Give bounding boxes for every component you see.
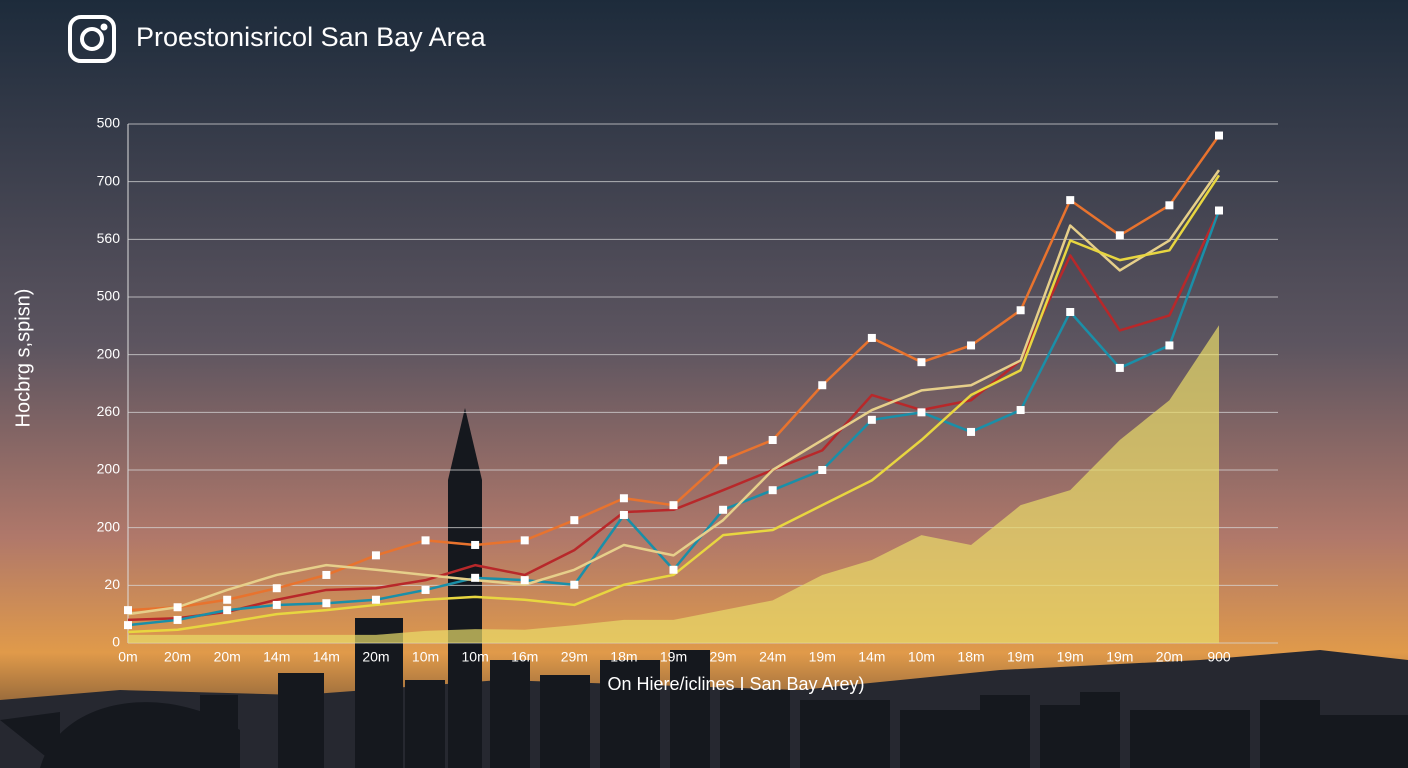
point-marker bbox=[1016, 406, 1025, 415]
x-tick-label: 19m bbox=[1057, 649, 1084, 665]
x-tick-label: 19m bbox=[809, 649, 836, 665]
x-tick-label: 14m bbox=[263, 649, 290, 665]
point-marker bbox=[471, 573, 480, 582]
point-marker bbox=[1115, 363, 1124, 372]
point-marker bbox=[223, 595, 232, 604]
point-marker bbox=[1165, 201, 1174, 210]
point-marker bbox=[917, 408, 926, 417]
point-marker bbox=[619, 494, 628, 503]
point-marker bbox=[371, 551, 380, 560]
x-tick-label: 19m bbox=[660, 649, 687, 665]
point-marker bbox=[272, 600, 281, 609]
point-marker bbox=[967, 427, 976, 436]
y-tick-label: 500 bbox=[97, 288, 121, 304]
point-marker bbox=[1215, 206, 1223, 215]
point-marker bbox=[124, 606, 132, 615]
y-tick-label: 500 bbox=[97, 115, 121, 131]
series-line bbox=[127, 174, 1221, 634]
point-marker bbox=[669, 501, 678, 510]
x-tick-label: 20m bbox=[164, 649, 191, 665]
point-marker bbox=[421, 536, 430, 545]
x-axis-label: On Hiere/iclines I San Bay Arey) bbox=[607, 674, 864, 694]
x-tick-label: 0m bbox=[118, 649, 137, 665]
y-tick-label: 20 bbox=[104, 576, 120, 592]
y-tick-label: 560 bbox=[97, 230, 121, 246]
point-marker bbox=[867, 415, 876, 424]
point-marker bbox=[719, 505, 728, 514]
point-marker bbox=[818, 466, 827, 474]
point-marker bbox=[768, 436, 777, 445]
point-marker bbox=[768, 486, 777, 495]
x-tick-label: 24m bbox=[759, 649, 786, 665]
x-tick-label: 20m bbox=[1156, 649, 1183, 665]
x-tick-label: 19m bbox=[1106, 649, 1133, 665]
point-marker bbox=[1066, 307, 1075, 316]
point-marker bbox=[272, 584, 281, 593]
skyline bbox=[0, 408, 1408, 768]
x-tick-label: 14m bbox=[313, 649, 340, 665]
x-tick-label: 18m bbox=[957, 649, 984, 665]
y-tick-label: 700 bbox=[97, 172, 121, 188]
point-marker bbox=[1115, 231, 1124, 240]
point-marker bbox=[1165, 341, 1174, 350]
point-marker bbox=[223, 606, 232, 615]
point-marker bbox=[1215, 131, 1223, 140]
point-marker bbox=[421, 585, 430, 594]
point-marker bbox=[173, 615, 182, 624]
x-tick-label: 19m bbox=[1007, 649, 1034, 665]
point-marker bbox=[570, 580, 579, 589]
y-tick-label: 0 bbox=[112, 634, 120, 650]
x-tick-label: 10m bbox=[412, 649, 439, 665]
point-marker bbox=[867, 333, 876, 342]
point-marker bbox=[322, 570, 331, 579]
y-tick-label: 200 bbox=[97, 345, 121, 361]
point-marker bbox=[1066, 196, 1075, 205]
point-marker bbox=[570, 516, 579, 525]
point-marker bbox=[471, 540, 480, 549]
y-tick-label: 200 bbox=[97, 518, 121, 534]
x-tick-label: 10m bbox=[908, 649, 935, 665]
x-tick-label: 20m bbox=[362, 649, 389, 665]
point-marker bbox=[818, 381, 827, 390]
x-tick-label: 14m bbox=[858, 649, 885, 665]
point-marker bbox=[124, 621, 132, 630]
y-tick-label: 200 bbox=[97, 461, 121, 477]
x-tick-label: 20m bbox=[214, 649, 241, 665]
point-marker bbox=[371, 595, 380, 604]
point-marker bbox=[1016, 306, 1025, 315]
point-marker bbox=[917, 358, 926, 367]
point-marker bbox=[967, 341, 976, 350]
point-marker bbox=[520, 576, 529, 585]
y-axis-label: Hocbrg s,spisn) bbox=[12, 289, 34, 428]
logo bbox=[68, 15, 116, 63]
x-tick-label: 29m bbox=[561, 649, 588, 665]
point-marker bbox=[520, 536, 529, 545]
x-tick-label: 10m bbox=[462, 649, 489, 665]
series-line bbox=[127, 169, 1221, 616]
point-marker bbox=[322, 599, 331, 608]
area bbox=[128, 325, 1219, 643]
chart-title: Proestonisricol San Bay Area bbox=[136, 22, 487, 52]
x-tick-label: 29m bbox=[709, 649, 736, 665]
x-tick-label: 16m bbox=[511, 649, 538, 665]
y-tick-label: 260 bbox=[97, 403, 121, 419]
point-marker bbox=[619, 510, 628, 519]
point-marker bbox=[669, 565, 678, 574]
x-tick-label: 18m bbox=[610, 649, 637, 665]
x-tick-label: 900 bbox=[1207, 649, 1231, 665]
point-marker bbox=[173, 603, 182, 612]
point-marker bbox=[719, 456, 728, 465]
